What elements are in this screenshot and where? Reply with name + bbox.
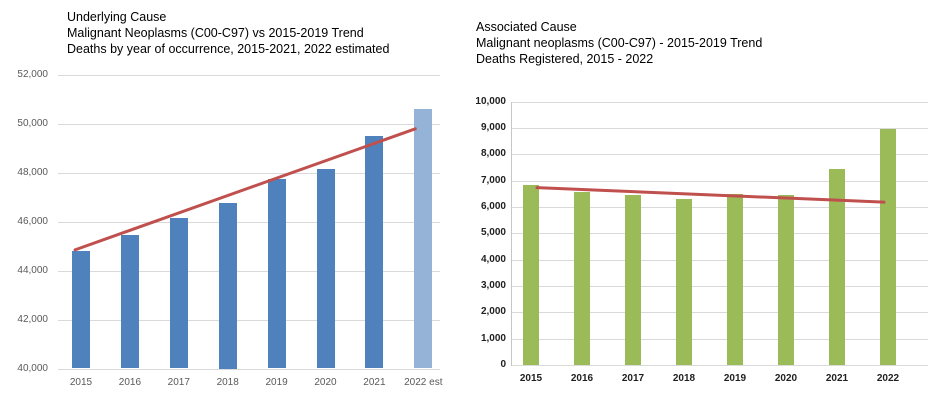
y-axis-label: 3,000: [480, 279, 506, 291]
x-axis-label: 2015: [519, 373, 543, 384]
x-axis-label: 2020: [314, 376, 337, 388]
gridline: [511, 312, 928, 314]
bar-2020: [778, 195, 794, 365]
y-axis-label: 8,000: [480, 148, 506, 160]
y-axis-label: 46,000: [17, 215, 48, 227]
bar-2020: [316, 169, 335, 369]
bar-2017: [169, 218, 188, 369]
bar-2016: [120, 235, 139, 369]
chart-title: Associated Cause: [476, 20, 577, 34]
y-axis-label: 2,000: [480, 306, 506, 318]
gridline: [511, 101, 928, 103]
y-axis-label: 44,000: [17, 264, 48, 276]
chart-subtitle: Malignant neoplasms (C00-C97) - 2015-201…: [476, 36, 763, 50]
associated-cause-chart: Associated Cause Malignant neoplasms (C0…: [460, 0, 946, 417]
gridline: [511, 127, 928, 129]
gridline: [511, 206, 928, 208]
bar-2015: [72, 251, 90, 369]
gridline: [58, 368, 440, 370]
gridline: [511, 180, 928, 182]
bar-2022-est: [414, 109, 433, 369]
gridline: [58, 75, 440, 76]
x-axis-label: 2017: [167, 376, 190, 388]
y-axis-label: 7,000: [480, 174, 506, 186]
x-axis-label: 2015: [69, 376, 93, 388]
x-axis-label: 2018: [216, 376, 239, 388]
x-axis-label: 2019: [265, 376, 288, 388]
gridline: [511, 233, 928, 235]
y-axis-label: 50,000: [17, 117, 48, 129]
y-axis-label: 48,000: [17, 166, 48, 178]
y-axis-label: 40,000: [17, 362, 48, 374]
y-axis-line: [511, 101, 512, 366]
y-axis-label: 4,000: [480, 253, 506, 265]
gridline: [58, 270, 440, 272]
x-axis-label: 2019: [723, 373, 747, 384]
bar-2019: [267, 178, 286, 369]
x-axis-label: 2021: [363, 376, 386, 388]
chart-subtitle2: Deaths Registered, 2015 - 2022: [476, 52, 654, 66]
x-axis-label: 2018: [672, 373, 696, 384]
gridline: [511, 154, 928, 156]
x-axis-label: 2022 est: [404, 376, 443, 388]
x-axis-label: 2016: [118, 376, 142, 388]
x-axis-label: 2022: [876, 373, 900, 384]
gridline: [511, 338, 928, 340]
gridline: [511, 259, 928, 261]
chart-title-block: Associated Cause Malignant neoplasms (C0…: [476, 19, 762, 67]
gridline: [511, 285, 928, 287]
bar-2015: [523, 184, 539, 365]
bar-2018: [218, 203, 237, 369]
chart-subtitle: Malignant Neoplasms (C00-C97) vs 2015-20…: [67, 26, 364, 40]
chart-title: Underlying Cause: [67, 10, 167, 24]
y-axis-label: 42,000: [17, 313, 48, 325]
bar-2018: [676, 198, 692, 365]
x-axis-label: 2020: [774, 373, 798, 384]
y-axis-label: 0: [500, 359, 506, 370]
bar-2022: [880, 129, 896, 365]
x-axis-label: 2016: [570, 373, 594, 384]
x-axis-label: 2021: [825, 373, 849, 384]
chart-subtitle2: Deaths by year of occurrence, 2015-2021,…: [67, 42, 390, 56]
bar-2016: [574, 192, 590, 365]
bar-2019: [727, 193, 743, 365]
y-axis-label: 10,000: [475, 95, 506, 107]
gridline: [511, 365, 928, 366]
underlying-cause-chart: Underlying Cause Malignant Neoplasms (C0…: [0, 0, 460, 417]
y-axis-label: 6,000: [480, 200, 506, 212]
x-axis-label: 2017: [621, 373, 645, 384]
bar-2021: [365, 136, 384, 369]
gridline: [58, 123, 440, 125]
y-axis-label: 5,000: [480, 227, 506, 239]
chart-title-block: Underlying Cause Malignant Neoplasms (C0…: [67, 9, 389, 57]
gridline: [58, 319, 440, 321]
y-axis-label: 1,000: [480, 332, 506, 344]
bar-2021: [829, 168, 845, 365]
bar-2017: [625, 195, 641, 365]
y-axis-label: 9,000: [480, 121, 506, 133]
y-axis-label: 52,000: [17, 69, 48, 80]
